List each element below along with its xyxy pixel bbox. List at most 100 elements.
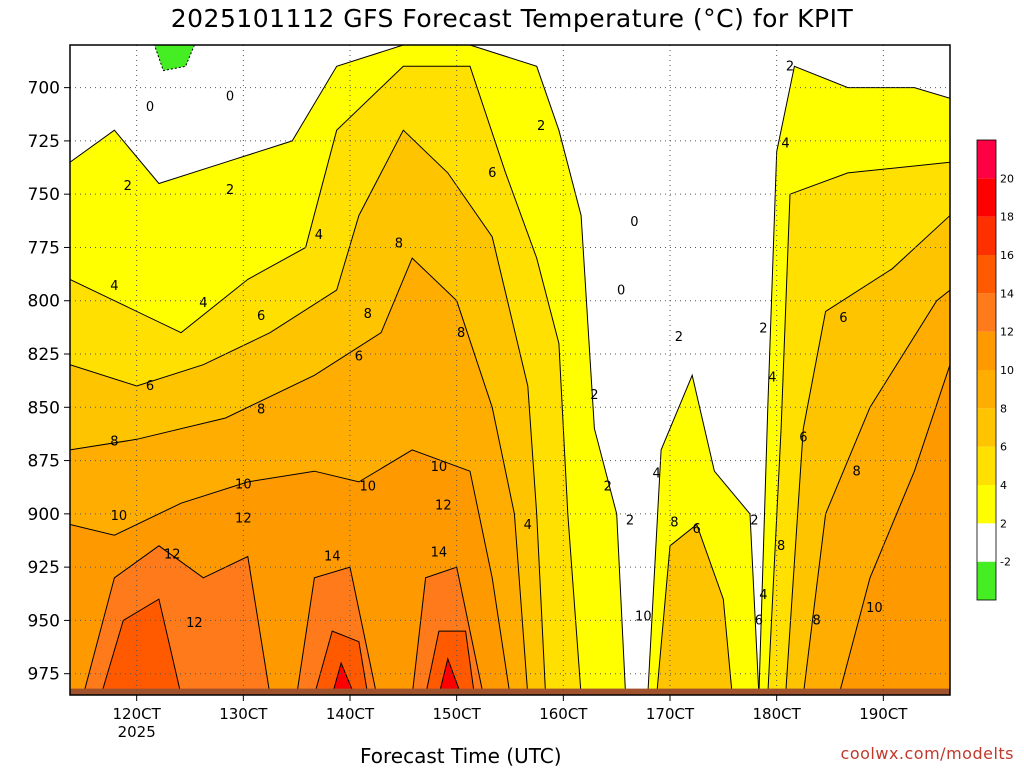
isotherm-label: 12 [435, 499, 452, 514]
isotherm-label: 8 [364, 307, 372, 322]
colorbar-swatch [977, 370, 996, 409]
isotherm-label: 4 [653, 467, 661, 482]
colorbar-swatch [977, 446, 996, 485]
isotherm-label: 6 [755, 614, 763, 629]
y-tick-label: 800 [28, 292, 60, 312]
isotherm-label: 8 [457, 326, 465, 341]
colorbar-swatch [977, 408, 996, 447]
colorbar-label: 12 [1000, 326, 1014, 339]
isotherm-label: 2 [750, 514, 758, 529]
x-tick-label: 170CT [646, 705, 695, 723]
isotherm-label: 4 [110, 279, 118, 294]
isotherm-label: 8 [110, 435, 118, 450]
y-tick-label: 850 [28, 398, 60, 418]
isotherm-label: 8 [813, 614, 821, 629]
isotherm-label: 6 [257, 309, 265, 324]
credit-text: coolwx.com/modelts [840, 744, 1014, 763]
isotherm-label: 14 [431, 545, 448, 560]
isotherm-label: 12 [164, 548, 181, 563]
y-tick-label: 775 [28, 238, 60, 258]
colorbar-swatch [977, 293, 996, 332]
isotherm-label: 8 [777, 539, 785, 554]
isotherm-label: 4 [768, 371, 776, 386]
x-tick-sublabel: 2025 [118, 723, 156, 741]
colorbar-label: 2 [1000, 517, 1007, 530]
colorbar-swatch [977, 255, 996, 294]
colorbar-label: 18 [1000, 211, 1014, 224]
colorbar-label: 10 [1000, 364, 1014, 377]
temperature-band [838, 364, 950, 695]
colorbar-swatch [977, 485, 996, 524]
temperature-band [100, 598, 182, 695]
plot-area [70, 45, 950, 695]
temperature-band [331, 661, 355, 695]
y-tick-label: 825 [28, 345, 60, 365]
isotherm-label: 0 [226, 89, 234, 104]
x-tick-label: 120CT [113, 705, 162, 723]
isotherm-label: 4 [759, 588, 767, 603]
y-tick-label: 750 [28, 185, 60, 205]
x-tick-label: 150CT [433, 705, 482, 723]
colorbar-label: 14 [1000, 287, 1014, 300]
isotherm-label: 12 [186, 616, 203, 631]
isotherm-label: 12 [235, 511, 252, 526]
x-tick-label: 190CT [859, 705, 908, 723]
isotherm-label: 4 [781, 136, 789, 151]
colorbar-swatch [977, 523, 996, 562]
colorbar-label: 6 [1000, 441, 1007, 454]
isotherm-label: 2 [604, 479, 612, 494]
isotherm-label: 2 [759, 322, 767, 337]
x-tick-label: 160CT [539, 705, 588, 723]
isotherm-label: 10 [635, 609, 652, 624]
isotherm-label: 10 [111, 509, 128, 524]
colorbar-label: 4 [1000, 479, 1007, 492]
isotherm-label: 0 [146, 100, 154, 115]
colorbar-swatch [977, 561, 996, 600]
isotherm-label: 8 [395, 236, 403, 251]
isotherm-label: 14 [324, 550, 341, 565]
chart-title: 2025101112 GFS Forecast Temperature (°C)… [170, 4, 854, 33]
isotherm-label: 10 [360, 479, 377, 494]
x-tick-label: 180CT [753, 705, 802, 723]
isotherm-label: 4 [315, 228, 323, 243]
isotherm-label: 6 [355, 349, 363, 364]
x-tick-label: 140CT [326, 705, 375, 723]
colorbar-label: 16 [1000, 249, 1014, 262]
colorbar-frame [976, 139, 997, 601]
isotherm-label: 4 [199, 296, 207, 311]
colorbar-swatch [977, 140, 996, 179]
freezing-region [153, 45, 195, 72]
isotherm-label: 6 [839, 311, 847, 326]
isotherm-label: 6 [488, 166, 496, 181]
isotherm-label: 2 [786, 60, 794, 75]
isotherm-label: 8 [257, 403, 265, 418]
colorbar-label: 20 [1000, 172, 1014, 185]
y-tick-label: 975 [28, 665, 60, 685]
y-tick-label: 950 [28, 611, 60, 631]
colorbar-label: 8 [1000, 402, 1007, 415]
x-tick-label: 130CT [219, 705, 268, 723]
temperature-band [425, 630, 475, 695]
isotherm-label: 0 [630, 215, 638, 230]
isotherm-label: 4 [524, 518, 532, 533]
grid-lines [70, 45, 950, 695]
isotherm-label: 6 [799, 430, 807, 445]
isotherm-label: 0 [617, 283, 625, 298]
isotherm-label: 2 [537, 119, 545, 134]
temperature-band [438, 657, 462, 695]
isotherm-label: 6 [146, 379, 154, 394]
colorbar-swatch [977, 331, 996, 370]
axes: 700725750775800825850875900925950975120C… [28, 44, 951, 741]
isotherm-label: 6 [693, 522, 701, 537]
y-tick-label: 875 [28, 452, 60, 472]
isotherm-label: 2 [226, 183, 234, 198]
y-tick-label: 925 [28, 558, 60, 578]
plot-frame [69, 44, 951, 696]
isotherm-label: 2 [675, 330, 683, 345]
isotherm-label: 8 [670, 516, 678, 531]
ground-surface [70, 688, 950, 695]
colorbar-label: -2 [1000, 556, 1011, 569]
isotherm-label: 10 [235, 477, 252, 492]
